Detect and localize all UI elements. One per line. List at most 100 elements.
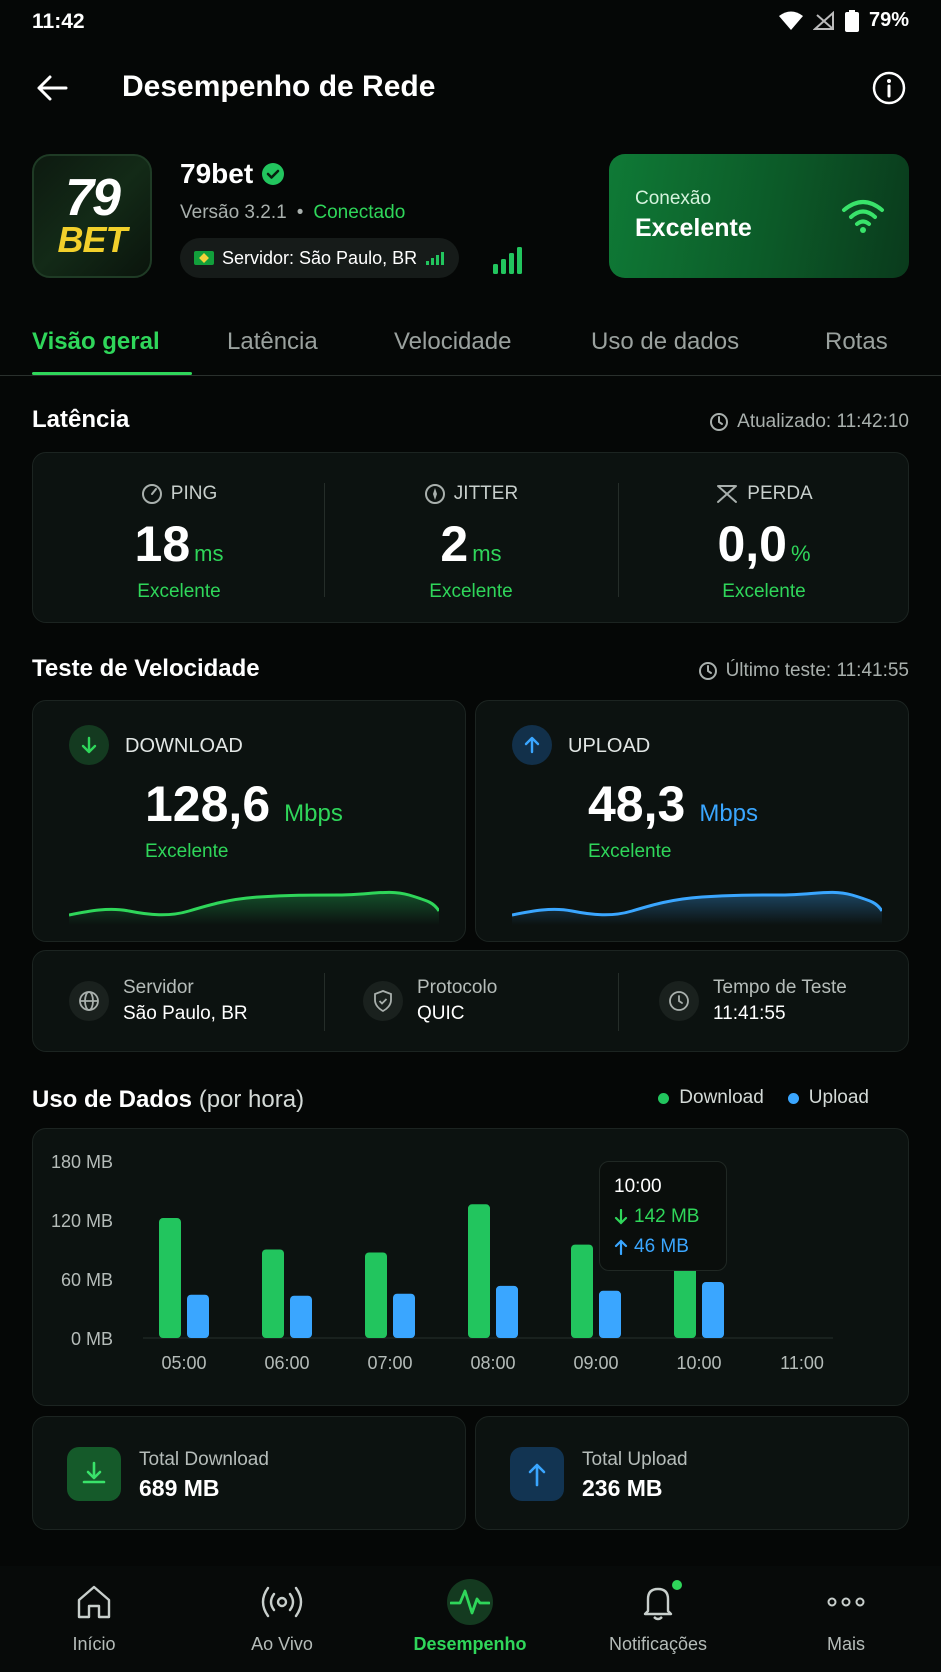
x-tick-label: 05:00 <box>161 1353 206 1373</box>
total-download-value: 689 MB <box>139 1475 220 1501</box>
signal-small-icon <box>426 252 445 265</box>
legend-download-label: Download <box>679 1087 764 1108</box>
download-speed-card: DOWNLOAD 128,6 Mbps Excelente <box>32 700 466 942</box>
app-version-row: Versão 3.2.1 • Conectado <box>180 202 405 224</box>
usage-title: Uso de Dados <box>32 1086 193 1113</box>
jitter-metric: JITTER 2 ms Excelente <box>325 453 617 624</box>
info-server: Servidor São Paulo, BR <box>69 977 248 1025</box>
bell-icon <box>643 1587 673 1621</box>
verified-badge-icon <box>262 163 285 185</box>
wifi-icon <box>842 200 884 233</box>
bar-upload[interactable] <box>702 1281 724 1338</box>
server-pill-label: Servidor: São Paulo, BR <box>222 247 418 268</box>
clock-icon <box>659 981 699 1021</box>
info-icon <box>872 71 906 105</box>
info-test-time-label: Tempo de Teste <box>713 977 847 998</box>
bar-upload[interactable] <box>187 1294 209 1338</box>
tab-routes[interactable]: Rotas <box>825 328 888 355</box>
divider <box>618 973 619 1031</box>
download-quality: Excelente <box>145 841 229 862</box>
separator-dot: • <box>296 202 304 223</box>
bar-upload[interactable] <box>599 1290 621 1338</box>
tab-speed[interactable]: Velocidade <box>394 328 512 355</box>
download-label: DOWNLOAD <box>125 735 243 757</box>
jitter-value: 2 <box>440 516 469 572</box>
connection-label: Conexão <box>635 188 712 209</box>
ping-label: PING <box>170 483 218 504</box>
battery-level: 79% <box>868 9 909 31</box>
tab-overview[interactable]: Visão geral <box>32 328 160 355</box>
info-button[interactable] <box>867 66 911 110</box>
speed-section-title: Teste de Velocidade <box>32 655 260 682</box>
upload-arrow-icon <box>510 1447 564 1501</box>
upload-value: 48,3 <box>588 776 686 832</box>
jitter-unit: ms <box>472 541 502 566</box>
logo-number: 79 <box>65 169 121 227</box>
server-pill[interactable]: Servidor: São Paulo, BR <box>180 238 460 278</box>
app-name: 79bet <box>180 158 254 189</box>
speed-last-test: Último teste: 11:41:55 <box>698 660 909 682</box>
download-unit: Mbps <box>284 800 343 827</box>
clock-icon <box>710 413 729 431</box>
nav-notifications-label: Notificações <box>608 1634 708 1654</box>
tooltip-upload-value: 46 MB <box>634 1236 689 1257</box>
speed-last-test-text: Último teste: 11:41:55 <box>725 660 909 681</box>
info-test-time: Tempo de Teste 11:41:55 <box>659 977 847 1025</box>
tab-data-usage[interactable]: Uso de dados <box>591 328 740 355</box>
upload-speed-card: UPLOAD 48,3 Mbps Excelente <box>475 700 909 942</box>
tooltip-download: 142 MB <box>614 1206 699 1228</box>
ping-quality: Excelente <box>137 581 221 602</box>
compass-icon <box>424 484 445 504</box>
total-upload-card: Total Upload 236 MB <box>475 1416 909 1530</box>
bottom-navigation: Início Ao Vivo Desempenho Notificações M… <box>0 1566 941 1672</box>
bar-upload[interactable] <box>496 1285 518 1338</box>
shield-icon <box>363 981 403 1021</box>
tab-latency[interactable]: Latência <box>227 328 318 355</box>
nav-home[interactable]: Início <box>0 1578 188 1655</box>
x-tick-label: 06:00 <box>264 1353 309 1373</box>
nav-performance[interactable]: Desempenho <box>376 1578 564 1655</box>
y-tick-label: 180 MB <box>51 1152 113 1172</box>
nav-notifications[interactable]: Notificações <box>564 1578 752 1655</box>
download-tray-icon <box>67 1447 121 1501</box>
status-time: 11:42 <box>32 10 85 33</box>
activity-icon <box>450 1589 490 1615</box>
upload-quality: Excelente <box>588 841 672 862</box>
back-button[interactable] <box>30 66 74 110</box>
bar-upload[interactable] <box>290 1295 312 1338</box>
x-tick-label: 08:00 <box>470 1353 515 1373</box>
history-icon <box>698 662 717 680</box>
nav-live[interactable]: Ao Vivo <box>188 1578 376 1655</box>
y-tick-label: 120 MB <box>51 1211 113 1231</box>
loss-unit: % <box>790 541 811 566</box>
y-tick-label: 0 MB <box>71 1329 113 1349</box>
x-tick-label: 11:00 <box>780 1353 824 1373</box>
nav-more-label: Mais <box>826 1634 865 1654</box>
usage-bar-chart: 180 MB 120 MB 60 MB 0 MB 05:00 06:00 07:00 08:0… <box>51 1152 833 1373</box>
chart-tooltip: 10:00 142 MB 46 MB <box>599 1161 727 1271</box>
bar-download[interactable] <box>468 1204 490 1338</box>
packet-loss-icon <box>717 485 738 503</box>
bar-download[interactable] <box>262 1249 284 1339</box>
latency-updated: Atualizado: 11:42:10 <box>709 411 909 433</box>
upload-sparkline <box>512 890 882 925</box>
download-icon-badge <box>69 725 109 765</box>
bar-upload[interactable] <box>393 1293 415 1338</box>
nav-more[interactable]: Mais <box>752 1578 940 1655</box>
bar-download[interactable] <box>159 1218 181 1338</box>
upload-label: UPLOAD <box>568 735 651 757</box>
status-bar: 11:42 79% <box>0 0 941 42</box>
jitter-quality: Excelente <box>429 581 513 602</box>
jitter-label: JITTER <box>453 483 519 504</box>
connection-value: Excelente <box>635 214 752 242</box>
arrow-up-icon <box>524 736 540 754</box>
home-icon <box>77 1585 111 1619</box>
loss-quality: Excelente <box>722 581 806 602</box>
bar-download[interactable] <box>365 1252 387 1338</box>
arrow-left-icon <box>37 75 68 101</box>
tooltip-download-value: 142 MB <box>634 1206 700 1227</box>
bar-download[interactable] <box>571 1244 593 1338</box>
no-signal-icon <box>812 10 834 30</box>
connection-status: Conectado <box>313 202 406 223</box>
download-value: 128,6 <box>145 776 271 832</box>
